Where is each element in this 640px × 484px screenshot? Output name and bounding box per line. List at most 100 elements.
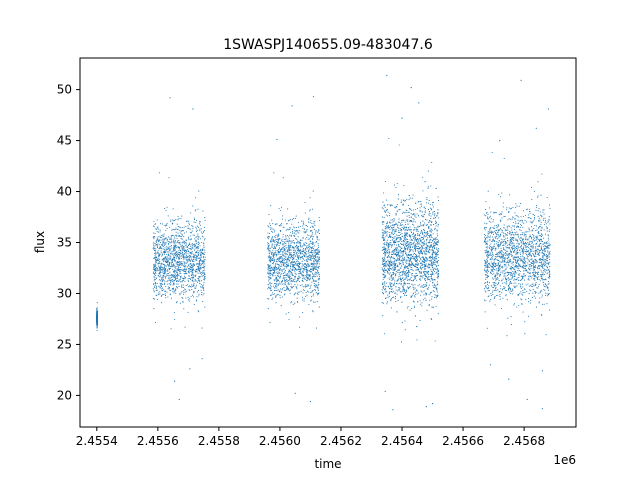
data-point: [269, 264, 271, 266]
data-point: [289, 252, 291, 254]
data-point: [407, 220, 409, 222]
data-point: [159, 273, 161, 275]
data-point: [194, 210, 196, 212]
data-point: [405, 295, 408, 297]
data-point: [200, 263, 203, 265]
data-point: [163, 284, 165, 286]
data-point: [427, 248, 429, 250]
data-point: [397, 224, 399, 227]
data-point: [166, 270, 168, 272]
data-point: [193, 253, 195, 255]
data-point: [294, 218, 296, 220]
data-point: [180, 277, 182, 279]
data-point: [430, 185, 432, 187]
data-point: [187, 259, 189, 261]
data-point: [193, 264, 196, 266]
data-point: [288, 259, 290, 261]
data-point: [152, 271, 154, 273]
data-point: [194, 278, 196, 280]
data-point: [96, 302, 98, 304]
data-point: [296, 292, 298, 294]
data-point: [156, 267, 159, 269]
data-point: [306, 237, 308, 239]
data-point: [311, 225, 313, 227]
data-point: [196, 299, 198, 301]
data-point: [306, 229, 308, 231]
data-point: [386, 249, 388, 251]
data-point: [189, 228, 191, 230]
data-point: [392, 296, 394, 299]
data-point: [387, 227, 389, 229]
data-point: [285, 253, 287, 255]
data-point: [96, 307, 98, 309]
data-point: [424, 222, 426, 224]
data-point: [192, 225, 194, 228]
data-point: [438, 240, 440, 242]
data-point: [183, 252, 185, 254]
data-point: [183, 246, 185, 248]
data-point: [202, 269, 204, 272]
data-point: [191, 285, 193, 287]
data-point: [403, 273, 405, 275]
data-point: [381, 289, 383, 291]
data-points: [96, 74, 551, 411]
data-point: [310, 296, 313, 298]
data-point: [203, 292, 205, 295]
data-point: [194, 269, 196, 272]
data-point: [267, 268, 269, 270]
data-point: [164, 293, 167, 295]
data-point: [199, 228, 201, 230]
data-point: [275, 272, 277, 274]
data-point: [203, 249, 205, 251]
data-point: [299, 242, 301, 244]
data-point: [301, 274, 303, 276]
data-point: [202, 264, 204, 266]
data-point: [276, 259, 278, 261]
data-point: [409, 309, 411, 311]
data-point: [198, 276, 201, 278]
data-point: [421, 252, 424, 254]
data-point: [281, 218, 284, 220]
data-point: [393, 251, 395, 254]
data-point: [185, 220, 187, 222]
data-point: [203, 246, 205, 248]
data-point: [172, 249, 175, 251]
data-point: [188, 239, 190, 241]
data-point: [381, 221, 384, 223]
data-point: [281, 273, 283, 275]
data-point: [436, 281, 438, 283]
data-point: [184, 243, 186, 245]
data-point: [169, 242, 171, 244]
data-point: [187, 227, 189, 229]
data-point: [435, 255, 437, 257]
data-point: [163, 266, 165, 268]
data-point: [430, 291, 432, 293]
data-point: [191, 277, 193, 279]
data-point: [159, 260, 161, 262]
data-point: [386, 232, 388, 234]
data-point: [162, 268, 164, 270]
data-point: [153, 273, 156, 275]
data-point: [155, 278, 157, 281]
data-point: [277, 259, 279, 261]
data-point: [198, 263, 200, 265]
data-point: [188, 237, 190, 239]
data-point: [164, 207, 166, 210]
data-point: [283, 246, 285, 248]
data-point: [423, 247, 425, 249]
data-point: [271, 283, 273, 285]
data-point: [187, 284, 189, 286]
data-point: [393, 244, 395, 246]
data-point: [284, 283, 286, 285]
data-point: [165, 259, 168, 261]
data-point: [304, 266, 306, 268]
data-point: [298, 262, 300, 264]
data-point: [284, 252, 286, 254]
data-point: [191, 246, 193, 248]
data-point: [275, 261, 277, 263]
data-point: [172, 254, 174, 256]
data-point: [308, 250, 310, 252]
data-point: [305, 259, 307, 261]
data-point: [407, 242, 409, 244]
data-point: [199, 221, 201, 223]
